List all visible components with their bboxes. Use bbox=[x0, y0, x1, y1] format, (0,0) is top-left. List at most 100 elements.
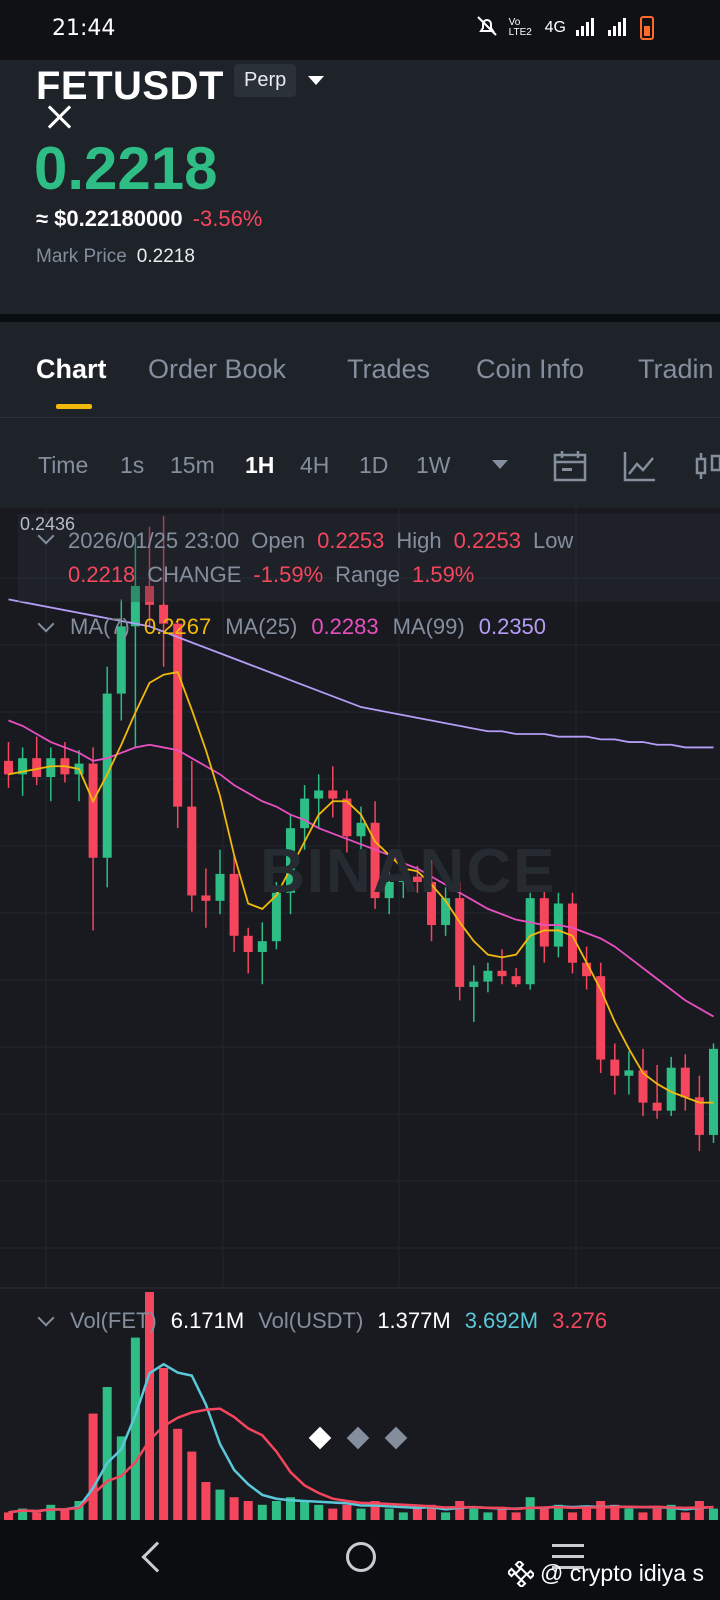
volume-bar bbox=[187, 1451, 197, 1520]
chevron-down-icon[interactable] bbox=[308, 76, 324, 85]
network-text: 4G bbox=[544, 18, 566, 36]
volume-bar bbox=[328, 1508, 338, 1520]
ohlc-tooltip: 0.2436 2026/01/25 23:00 Open 0.2253 High… bbox=[18, 514, 720, 602]
candle-body bbox=[398, 876, 408, 882]
vol-usdt-label: Vol(USDT) bbox=[258, 1308, 364, 1333]
ohlc-line-2: 0.2218 CHANGE -1.59% Range 1.59% bbox=[68, 562, 474, 588]
candle-body bbox=[116, 626, 126, 694]
tf-1w[interactable]: 1W bbox=[416, 452, 451, 478]
usd-row: ≈ $0.22180000 -3.56% bbox=[36, 206, 262, 232]
volume-bar bbox=[32, 1512, 42, 1520]
status-time: 21:44 bbox=[52, 16, 116, 41]
low-label: Low bbox=[532, 528, 574, 553]
candle-body bbox=[497, 970, 507, 977]
volume-bar bbox=[215, 1489, 225, 1520]
candle-body bbox=[314, 790, 324, 799]
volume-bar bbox=[229, 1497, 239, 1520]
candle-body bbox=[666, 1067, 676, 1111]
volume-legend: Vol(FET) 6.171M Vol(USDT) 1.377M 3.692M … bbox=[70, 1308, 607, 1334]
indicator-icon[interactable] bbox=[623, 450, 657, 482]
candle-body bbox=[610, 1059, 620, 1076]
ohlc-date: 2026/01/25 23:00 bbox=[68, 528, 240, 553]
candle-body bbox=[187, 806, 197, 896]
candle-body bbox=[624, 1070, 634, 1076]
tf-1h[interactable]: 1H bbox=[245, 452, 275, 478]
volume-bar bbox=[88, 1413, 98, 1520]
volume-bar bbox=[539, 1508, 549, 1520]
tf-time[interactable]: Time bbox=[38, 452, 89, 478]
signal-icon-2 bbox=[608, 16, 630, 39]
ma99-label: MA(99) bbox=[392, 614, 465, 639]
home-icon[interactable] bbox=[346, 1542, 376, 1572]
volume-bar bbox=[102, 1387, 112, 1520]
volume-bar bbox=[694, 1501, 704, 1520]
volume-bar bbox=[497, 1508, 507, 1520]
tab-indicator bbox=[56, 404, 92, 409]
tf-15m[interactable]: 15m bbox=[170, 452, 215, 478]
candle-body bbox=[130, 585, 140, 627]
candle-body bbox=[638, 1070, 648, 1103]
high-value: 0.2253 bbox=[453, 528, 521, 553]
market-header: FETUSDT Perp 0.2218 ≈ $0.22180000 -3.56%… bbox=[0, 60, 720, 322]
candle-body bbox=[568, 903, 577, 963]
ma7-value: 0.2267 bbox=[143, 614, 212, 639]
back-icon[interactable] bbox=[141, 1541, 173, 1573]
more-timeframes-icon[interactable] bbox=[492, 460, 508, 469]
volume-bar bbox=[652, 1508, 662, 1520]
candle-body bbox=[46, 758, 56, 778]
chart-area[interactable]: BINANCE 0.2436 2026/01/25 23:00 Open 0.2… bbox=[0, 508, 720, 1520]
candle-body bbox=[300, 798, 310, 829]
candle-body bbox=[709, 1048, 718, 1135]
candle-body bbox=[257, 941, 267, 952]
price-top-label: 0.2436 bbox=[20, 514, 76, 534]
candle-body bbox=[32, 758, 42, 778]
candle-body bbox=[427, 881, 436, 926]
candle-body bbox=[159, 604, 169, 624]
ohlc-line-1: 2026/01/25 23:00 Open 0.2253 High 0.2253… bbox=[68, 528, 573, 554]
volume-bar bbox=[441, 1512, 451, 1520]
page-indicator[interactable] bbox=[308, 1426, 408, 1450]
close-icon[interactable] bbox=[44, 102, 74, 132]
timeframe-bar: Time 1s 15m 1H 4H 1D 1W bbox=[0, 418, 720, 508]
divider bbox=[0, 314, 720, 322]
volume-bar bbox=[624, 1508, 634, 1520]
volume-bar bbox=[4, 1512, 13, 1520]
calendar-icon[interactable] bbox=[553, 450, 587, 482]
volume-bar bbox=[130, 1337, 140, 1520]
volume-bar bbox=[286, 1497, 295, 1520]
status-icons: Vo LTE2 4G bbox=[475, 14, 654, 41]
candle-body bbox=[582, 962, 592, 977]
last-price: 0.2218 bbox=[34, 135, 218, 202]
page-dot[interactable] bbox=[384, 1426, 408, 1450]
candle-body bbox=[88, 763, 98, 858]
candle-body bbox=[286, 828, 295, 893]
tab-chart[interactable]: Chart bbox=[36, 354, 107, 384]
ma99-value: 0.2350 bbox=[478, 614, 547, 639]
candle-body bbox=[652, 1102, 662, 1111]
recents-icon[interactable] bbox=[552, 1544, 584, 1577]
volume-bar bbox=[469, 1508, 479, 1520]
mark-price-label: Mark Price bbox=[36, 246, 127, 267]
candlestick-chart[interactable] bbox=[0, 508, 720, 1520]
candle-type-icon[interactable] bbox=[694, 450, 720, 480]
tab-trading[interactable]: Tradin bbox=[638, 354, 714, 384]
candle-body bbox=[215, 873, 225, 901]
candle-body bbox=[271, 892, 281, 942]
change-label: CHANGE bbox=[147, 562, 242, 587]
range-label: Range bbox=[335, 562, 400, 587]
tab-trades[interactable]: Trades bbox=[347, 354, 431, 384]
page-dot[interactable] bbox=[308, 1426, 332, 1450]
page-dot[interactable] bbox=[346, 1426, 370, 1450]
tab-coin-info[interactable]: Coin Info bbox=[476, 354, 585, 384]
tf-4h[interactable]: 4H bbox=[300, 452, 330, 478]
tab-order-book[interactable]: Order Book bbox=[148, 354, 287, 384]
volume-bar bbox=[596, 1501, 606, 1520]
watermark: BINANCE bbox=[260, 837, 557, 906]
tf-1d[interactable]: 1D bbox=[359, 452, 389, 478]
system-nav-bar: @ crypto idiya s bbox=[0, 1520, 720, 1600]
usd-price: ≈ $0.22180000 bbox=[36, 206, 183, 231]
pair-title[interactable]: FETUSDT bbox=[36, 64, 224, 108]
volume-bar bbox=[314, 1504, 324, 1520]
tf-1s[interactable]: 1s bbox=[120, 452, 145, 478]
volume-bar bbox=[680, 1512, 690, 1520]
